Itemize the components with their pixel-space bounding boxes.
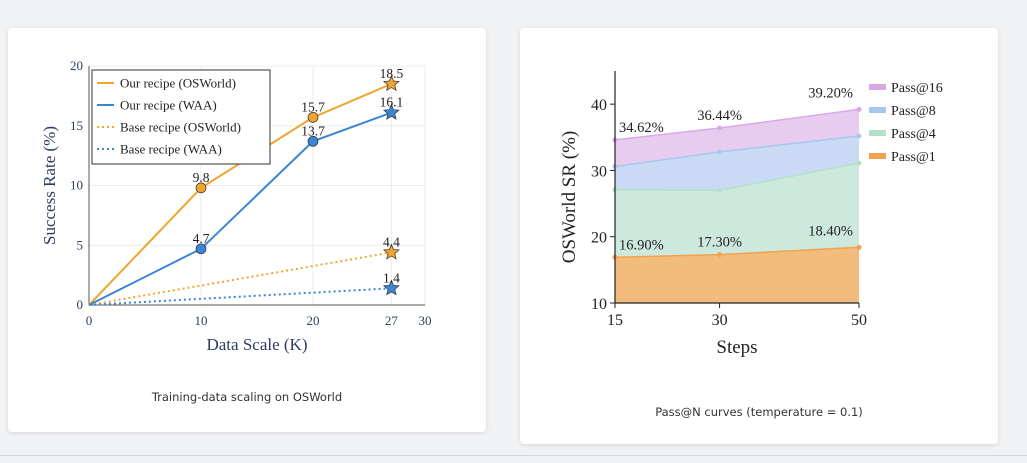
y-tick-label-10: 10 — [591, 296, 607, 313]
data-label-our-recipe-osworld-27: 18.5 — [380, 66, 404, 81]
legend-label-pass-4: Pass@4 — [891, 127, 936, 142]
point-our-recipe-waa-27 — [382, 103, 400, 120]
legend-label-base-recipe-waa: Base recipe (WAA) — [120, 142, 222, 157]
area-point-pass-16-30 — [717, 125, 723, 131]
annotation-pass1-30: 17.30% — [697, 235, 742, 251]
x-tick-label-0: 0 — [86, 313, 93, 328]
data-label-our-recipe-waa-27: 16.1 — [380, 95, 404, 110]
y-tick-label-5: 5 — [77, 237, 84, 252]
annotation-pass1-15: 16.90% — [619, 237, 664, 253]
y-tick-label-20: 20 — [70, 58, 83, 73]
point-our-recipe-osworld-10 — [195, 182, 207, 194]
data-label-our-recipe-waa-20: 13.7 — [301, 123, 325, 138]
x-axis-title: Steps — [716, 337, 757, 358]
y-axis-title: OSWorld SR (%) — [559, 131, 580, 264]
x-tick-label-10: 10 — [195, 313, 208, 328]
x-tick-label-27: 27 — [385, 313, 399, 328]
point-our-recipe-osworld-27 — [382, 74, 400, 92]
annotation-pass16-50: 39.20% — [808, 85, 853, 101]
data-label-base-recipe-osworld-27: 4.4 — [383, 234, 400, 249]
y-tick-label-0: 0 — [77, 297, 84, 312]
series-line-base-recipe-osworld — [88, 251, 392, 306]
point-our-recipe-osworld-20 — [307, 112, 319, 123]
series-line-base-recipe-waa — [88, 287, 392, 306]
legend-marker-pass-16 — [875, 84, 880, 90]
x-tick-label-15: 15 — [607, 312, 623, 329]
data-label-base-recipe-waa-27: 1.4 — [383, 270, 400, 285]
data-label-our-recipe-waa-10: 4.7 — [193, 231, 210, 246]
bottom-divider — [0, 455, 1027, 456]
area-pass-1 — [615, 247, 859, 303]
passn-chart-caption: Pass@N curves (temperature = 0.1) — [655, 405, 863, 419]
x-tick-label-50: 50 — [851, 312, 867, 329]
legend-marker-pass-4 — [875, 130, 880, 136]
chart-legend: Our recipe (OSWorld) Our recipe (WAA) Base… — [91, 69, 271, 165]
legend-marker-pass-1 — [875, 153, 880, 159]
x-tick-label-20: 20 — [307, 313, 320, 328]
annotation-pass16-15: 34.62% — [619, 120, 664, 136]
area-point-pass-16-50 — [856, 106, 862, 112]
area-point-pass-4-30 — [717, 187, 723, 193]
passn-area-chart: 10 20 30 40 15 30 50 Steps OSWorld SR (%) 34.62% 1… — [559, 71, 943, 358]
area-point-pass-1-50 — [856, 244, 862, 250]
y-tick-label-15: 15 — [70, 118, 83, 133]
legend-label-our-recipe-osworld: Our recipe (OSWorld) — [120, 76, 236, 91]
y-tick-label-30: 30 — [591, 163, 607, 180]
legend-label-pass-8: Pass@8 — [891, 104, 936, 119]
data-label-our-recipe-osworld-20: 15.7 — [301, 99, 325, 114]
area-point-pass-8-50 — [856, 133, 862, 139]
legend-label-base-recipe-osworld: Base recipe (OSWorld) — [120, 120, 241, 135]
scaling-chart-caption: Training-data scaling on OSWorld — [151, 390, 343, 404]
area-point-pass-4-50 — [856, 160, 862, 166]
point-base-recipe-osworld-27 — [382, 243, 400, 260]
x-axis-title: Data Scale (K) — [206, 335, 307, 354]
x-tick-label-30: 30 — [419, 313, 432, 328]
y-tick-label-40: 40 — [591, 97, 607, 114]
annotation-pass16-30: 36.44% — [697, 108, 742, 124]
legend-label-pass-16: Pass@16 — [891, 81, 943, 96]
y-tick-label-10: 10 — [70, 178, 83, 193]
point-base-recipe-waa-27 — [382, 279, 400, 296]
legend-label-pass-1: Pass@1 — [891, 150, 936, 165]
point-our-recipe-waa-20 — [307, 135, 319, 147]
scaling-chart-card: 0 5 10 15 20 0 10 20 27 30 Data Scale (K) Success R… — [8, 28, 486, 432]
passn-chart-card: 10 20 30 40 15 30 50 Steps OSWorld SR (%) 34.62% 1… — [520, 28, 998, 444]
legend-label-our-recipe-waa: Our recipe (WAA) — [120, 98, 217, 113]
annotation-pass1-50: 18.40% — [808, 223, 853, 239]
legend-marker-pass-8 — [875, 107, 880, 113]
legend-box — [91, 69, 271, 165]
area-point-pass-1-30 — [717, 252, 723, 258]
series-line-our-recipe-waa — [88, 111, 392, 306]
scaling-line-chart: 0 5 10 15 20 0 10 20 27 30 Data Scale (K) Success R… — [40, 58, 432, 354]
point-our-recipe-waa-10 — [195, 243, 207, 255]
area-point-pass-8-30 — [717, 149, 723, 155]
y-axis-title: Success Rate (%) — [40, 126, 59, 245]
chart-legend: Pass@16 Pass@8 Pass@4 Pass@1 — [869, 81, 943, 165]
y-tick-label-20: 20 — [591, 230, 607, 247]
x-tick-label-30: 30 — [712, 312, 728, 329]
data-label-our-recipe-osworld-10: 9.8 — [193, 170, 210, 185]
